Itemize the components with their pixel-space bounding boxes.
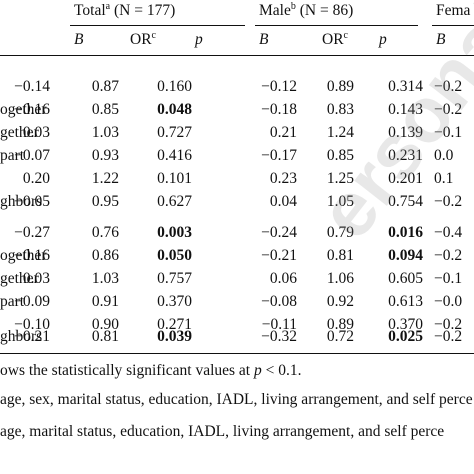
cell-male-b: 0.04 <box>270 193 297 211</box>
header-male: Maleb (N = 86) <box>259 2 353 20</box>
cell-female-b: −0.1 <box>434 270 462 288</box>
cell-total-or: 0.95 <box>92 193 119 211</box>
cell-female-b: −0.0 <box>434 293 462 311</box>
cell-total-or: 0.91 <box>92 293 119 311</box>
cell-male-p: 0.094 <box>388 247 423 265</box>
cell-total-p: 0.003 <box>157 224 192 242</box>
cell-total-p: 0.727 <box>157 124 192 142</box>
cell-female-b: −0.2 <box>434 247 462 265</box>
cell-male-b: −0.17 <box>261 147 297 165</box>
cell-total-b: −0.14 <box>14 78 50 96</box>
subheader-male-p: p <box>379 31 387 49</box>
cell-total-or: 1.03 <box>92 270 119 288</box>
cell-total-or: 0.87 <box>92 78 119 96</box>
header-total: Totala (N = 177) <box>74 2 175 20</box>
cell-male-b: −0.12 <box>261 78 297 96</box>
footnote-significance: ows the statistically significant values… <box>0 362 301 380</box>
cell-total-b: −0.07 <box>14 147 50 165</box>
subheader-total-p: p <box>195 31 203 49</box>
cell-male-b: −0.24 <box>261 224 297 242</box>
cell-male-b: 0.06 <box>270 270 297 288</box>
cell-male-or: 1.06 <box>327 270 354 288</box>
cell-total-or: 0.86 <box>92 247 119 265</box>
footnote-adjustment-total: age, sex, marital status, education, IAD… <box>0 391 473 409</box>
cell-total-b: −0.09 <box>14 293 50 311</box>
cell-male-or: 0.72 <box>327 328 354 346</box>
cell-total-b: −0.16 <box>14 101 50 119</box>
cell-total-p: 0.160 <box>157 78 192 96</box>
cell-male-b: −0.08 <box>261 293 297 311</box>
cell-male-b: −0.21 <box>261 247 297 265</box>
cell-total-or: 0.76 <box>92 224 119 242</box>
cell-total-p: 0.757 <box>157 270 192 288</box>
footnote-adjustment-male: age, marital status, education, IADL, li… <box>0 423 444 441</box>
table-bottom-rule <box>0 353 474 354</box>
cell-total-b: −0.05 <box>14 193 50 211</box>
cell-total-p: 0.370 <box>157 293 192 311</box>
cell-male-or: 0.83 <box>327 101 354 119</box>
cell-total-p: 0.039 <box>157 328 192 346</box>
subheader-total-or: ORc <box>130 31 156 49</box>
cell-male-or: 0.89 <box>327 78 354 96</box>
subheader-total-b: B <box>74 31 83 49</box>
cell-total-b: −0.16 <box>14 247 50 265</box>
cell-male-b: 0.23 <box>270 170 297 188</box>
table-row: ogether −0.16 0.86 0.050 −0.21 0.81 0.09… <box>0 247 474 269</box>
cell-female-b: 0.1 <box>434 170 453 188</box>
cell-male-b: −0.18 <box>261 101 297 119</box>
cell-male-p: 0.613 <box>388 293 423 311</box>
cell-male-p: 0.025 <box>388 328 423 346</box>
cell-total-p: 0.050 <box>157 247 192 265</box>
cell-total-p: 0.048 <box>157 101 192 119</box>
subheader-male-b: B <box>259 31 268 49</box>
cell-male-p: 0.605 <box>388 270 423 288</box>
cell-male-b: 0.21 <box>270 124 297 142</box>
cell-female-b: −0.2 <box>434 193 462 211</box>
cell-female-b: −0.4 <box>434 224 462 242</box>
cell-total-b: −0.27 <box>14 224 50 242</box>
cell-male-b: −0.32 <box>261 328 297 346</box>
cell-total-or: 1.22 <box>92 170 119 188</box>
header-rule-total <box>70 25 245 26</box>
table-row: gether 0.03 1.03 0.757 0.06 1.06 0.605 −… <box>0 270 474 292</box>
cell-total-b: 0.03 <box>23 124 50 142</box>
cell-total-p: 0.627 <box>157 193 192 211</box>
subheader-rule <box>0 55 474 56</box>
table-row: −0.27 0.76 0.003 −0.24 0.79 0.016 −0.4 <box>0 224 474 246</box>
cell-total-b: 0.20 <box>23 170 50 188</box>
cell-total-b: −0.21 <box>14 328 50 346</box>
cell-total-p: 0.101 <box>157 170 192 188</box>
cell-male-or: 0.81 <box>327 247 354 265</box>
cell-total-or: 0.81 <box>92 328 119 346</box>
cell-total-or: 1.03 <box>92 124 119 142</box>
cell-male-or: 0.92 <box>327 293 354 311</box>
table-row: part −0.09 0.91 0.370 −0.08 0.92 0.613 −… <box>0 293 474 315</box>
header-rule-male <box>255 25 418 26</box>
cell-total-or: 0.93 <box>92 147 119 165</box>
cell-female-b: −0.2 <box>434 328 462 346</box>
cell-total-or: 0.85 <box>92 101 119 119</box>
cell-total-b: 0.03 <box>23 270 50 288</box>
subheader-male-or: ORc <box>322 31 348 49</box>
cell-total-p: 0.416 <box>157 147 192 165</box>
table-row: ghbors −0.21 0.81 0.039 −0.32 0.72 0.025… <box>0 328 474 350</box>
